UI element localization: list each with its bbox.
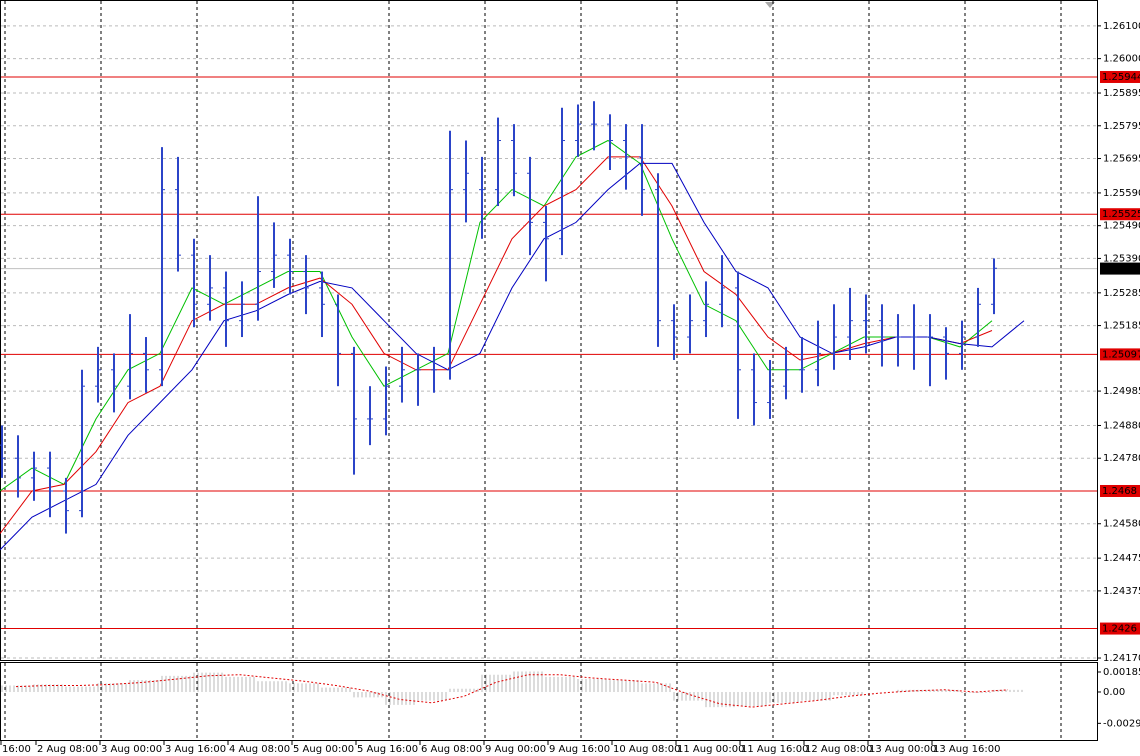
x-tick-label: 4 Aug 08:00 — [229, 744, 290, 755]
main-panel — [0, 0, 1098, 661]
y-tick-label: 1.26100 — [1103, 21, 1140, 32]
current-price-label: 1.25359 — [1102, 264, 1140, 275]
current-price-box — [1100, 262, 1140, 275]
level-label: 1.25944 — [1102, 72, 1140, 83]
x-tick-label: 12 Aug 08:00 — [805, 744, 872, 755]
osc-tick-label: 0.00 — [1103, 687, 1125, 698]
oscillator-panel — [0, 662, 1098, 741]
y-tick-label: 1.24475 — [1103, 553, 1140, 564]
x-tick-label: 3 Aug 16:00 — [165, 744, 226, 755]
level-label: 1.25097 — [1102, 349, 1140, 360]
y-tick-label: 1.25490 — [1103, 221, 1140, 232]
y-tick-label: 1.25390 — [1103, 253, 1140, 264]
y-tick-label: 1.24780 — [1103, 453, 1140, 464]
y-tick-label: 1.24375 — [1103, 586, 1140, 597]
level-label: 1.2426 — [1102, 624, 1137, 635]
x-tick-label: 11 Aug 00:00 — [677, 744, 744, 755]
osc-tick-label: 0.001856 — [1103, 667, 1140, 678]
x-tick-label: 3 Aug 00:00 — [101, 744, 162, 755]
y-tick-label: 1.25695 — [1103, 154, 1140, 165]
y-tick-label: 1.26000 — [1103, 54, 1140, 65]
y-tick-label: 1.25185 — [1103, 321, 1140, 332]
x-tick-label: 2 Aug 08:00 — [37, 744, 98, 755]
x-tick-label: 13 Aug 00:00 — [869, 744, 936, 755]
x-tick-label: 10 Aug 08:00 — [613, 744, 680, 755]
y-tick-label: 1.24170 — [1103, 653, 1140, 664]
moving-average — [0, 156, 993, 534]
level-label: 1.25525 — [1102, 209, 1140, 220]
level-label: 1.2468 — [1102, 486, 1137, 497]
level-label-box — [1100, 484, 1140, 497]
y-tick-label: 1.25795 — [1103, 121, 1140, 132]
x-tick-label: 13 Aug 16:00 — [933, 744, 1000, 755]
moving-average — [0, 162, 1025, 551]
y-tick-label: 1.25590 — [1103, 188, 1140, 199]
level-label-box — [1100, 622, 1140, 635]
level-label-box — [1100, 70, 1140, 83]
y-tick-label: 1.24880 — [1103, 420, 1140, 431]
x-tick-label: 5 Aug 00:00 — [293, 744, 354, 755]
x-tick-label: 6 Aug 08:00 — [421, 744, 482, 755]
y-tick-label: 1.25895 — [1103, 88, 1140, 99]
level-label-box — [1100, 348, 1140, 361]
y-tick-label: 1.24580 — [1103, 519, 1140, 530]
y-tick-label: 1.25285 — [1103, 288, 1140, 299]
y-tick-label: 1.24985 — [1103, 386, 1140, 397]
osc-signal — [15, 674, 1009, 708]
x-tick-label: 9 Aug 00:00 — [485, 744, 546, 755]
moving-average — [0, 139, 993, 492]
x-tick-label: 9 Aug 16:00 — [549, 744, 610, 755]
x-tick-label: 5 Aug 16:00 — [357, 744, 418, 755]
x-tick-label: 16:00 — [2, 744, 31, 755]
level-label-box — [1100, 208, 1140, 221]
x-tick-label: 11 Aug 16:00 — [741, 744, 808, 755]
